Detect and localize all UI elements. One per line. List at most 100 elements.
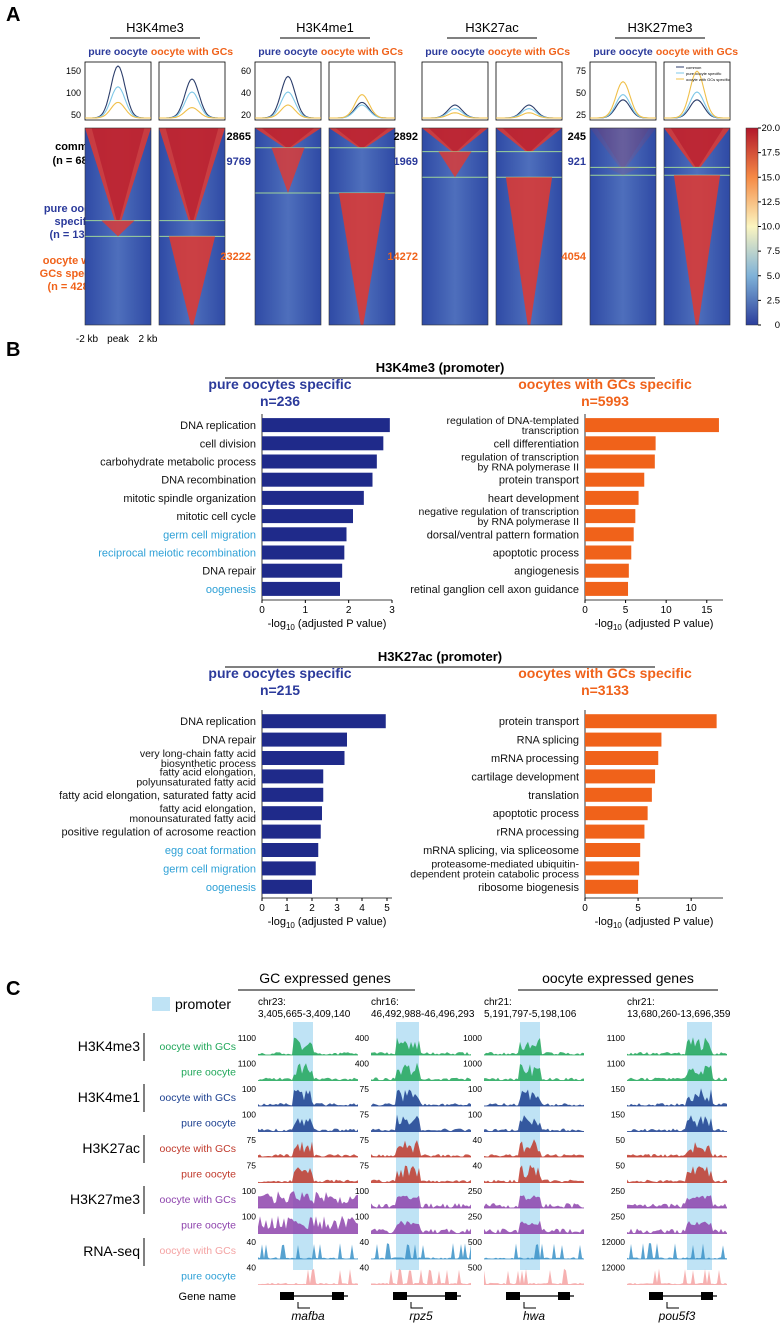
track-scale: 40 (473, 1135, 483, 1145)
track-scale: 75 (360, 1084, 370, 1094)
locus-range: 3,405,665-3,409,140 (258, 1009, 351, 1020)
panel-n: n=215 (260, 682, 300, 698)
heatmap-pure (606, 167, 640, 176)
track-signal (371, 1114, 471, 1132)
bar (262, 490, 364, 505)
track-scale: 250 (468, 1212, 482, 1222)
count-gcs: 4054 (562, 251, 587, 263)
track-signal (627, 1065, 727, 1081)
legend-text: common (686, 65, 701, 70)
track-signal (258, 1243, 358, 1259)
profile-frame (84, 61, 152, 121)
profile-frame (328, 61, 396, 121)
x-label-post: (adjusted P value) (622, 916, 714, 928)
track-signal (484, 1064, 584, 1081)
x-label-post: (adjusted P value) (295, 916, 387, 928)
heatmap-core (261, 128, 315, 148)
track-signal (371, 1140, 471, 1157)
panel-a-letter: A (6, 4, 20, 26)
heatmap-frame (84, 127, 152, 326)
count-common: 2892 (394, 131, 418, 143)
bar (262, 732, 347, 747)
x-tick-label: 5 (384, 903, 390, 914)
track-signal (371, 1165, 471, 1183)
locus-range: 13,680,260-13,696,359 (627, 1009, 731, 1020)
track-signal (258, 1118, 358, 1132)
profile-tick: 100 (66, 88, 81, 98)
category-label: transcription (522, 425, 579, 437)
heatmap-frame (495, 127, 563, 326)
bar (585, 751, 659, 765)
gene-exon (445, 1292, 457, 1300)
heatmap-pure (271, 147, 305, 194)
category-label: proteasome-mediated ubiquitin- (431, 858, 579, 870)
profile-line (422, 112, 488, 119)
group1-title: GC expressed genes (259, 970, 391, 986)
track-signal (627, 1195, 727, 1208)
category-label: fatty acid elongation, (160, 766, 256, 778)
category-label: dependent protein catabolic process (410, 868, 579, 880)
panel-header: oocytes with GCs specific (518, 376, 692, 392)
x-tick-label: 10 (661, 605, 673, 616)
heatmap-core (428, 128, 482, 152)
track-scale: 100 (355, 1186, 369, 1196)
track-signal (371, 1089, 471, 1106)
row-label: oocyte with GCs (160, 1092, 236, 1104)
panel-b-letter: B (6, 339, 20, 361)
x-tick-label: 15 (701, 605, 713, 616)
colorbar-label: 20.0 (762, 123, 781, 134)
gene-name: rpz5 (409, 1309, 433, 1323)
colorbar-label: 15.0 (762, 172, 781, 183)
category-label: biosynthetic process (161, 758, 256, 770)
category-label: very long-chain fatty acid (140, 748, 256, 760)
mark-label: RNA-seq (83, 1243, 140, 1259)
track-signal (258, 1215, 358, 1234)
x-tick-label: 2 (346, 605, 352, 616)
track-signal (371, 1195, 471, 1208)
row-label: pure oocyte (181, 1271, 236, 1283)
bar (585, 436, 656, 451)
track-scale: 500 (468, 1237, 482, 1247)
x-label-pre: -log (268, 618, 286, 630)
x-tick-label: 10 (686, 903, 698, 914)
category-label: cell division (200, 438, 256, 450)
heatmap-frame (158, 127, 226, 326)
row-label: oocyte with GCs (160, 1143, 236, 1155)
x-tick-label: 0 (582, 605, 588, 616)
track-scale: 250 (611, 1186, 625, 1196)
x-tick-label: 0 (259, 903, 265, 914)
track-scale: 1100 (607, 1033, 626, 1043)
x-label-pre: -log (268, 916, 286, 928)
x-axis-label: -log10 (adjusted P value) (268, 916, 387, 930)
profile-line (590, 80, 656, 119)
profile-tick: 20 (241, 110, 251, 120)
locus-chr: chr16: (371, 997, 399, 1008)
bar (585, 454, 655, 469)
category-label: mitotic spindle organization (123, 493, 256, 505)
panel-b: H3K4me3 (promoter)pure oocytes specificn… (59, 360, 723, 930)
category-label: apoptotic process (493, 548, 580, 560)
track-scale: 1100 (238, 1059, 257, 1069)
x-tick-label: 0 (582, 903, 588, 914)
track-scale: 40 (247, 1237, 257, 1247)
track-signal (484, 1220, 584, 1234)
x-tick-label: 1 (303, 605, 309, 616)
heatmap-gcs (338, 193, 386, 325)
category-label: mitotic cell cycle (177, 511, 256, 523)
bar (262, 454, 377, 469)
mark-title: H3K27me3 (627, 20, 692, 35)
bar (585, 472, 645, 487)
bar (262, 509, 353, 524)
heatmap-common (590, 128, 656, 168)
heatmap-core (670, 128, 724, 168)
bar (585, 787, 652, 802)
row-label: pure oocyte (181, 1118, 236, 1130)
track-scale: 1100 (238, 1033, 257, 1043)
category-label: angiogenesis (514, 566, 579, 578)
track-scale: 40 (247, 1263, 257, 1273)
colorbar (745, 127, 759, 326)
track-signal (258, 1191, 358, 1208)
row-label: oocyte with GCs (160, 1245, 236, 1257)
category-label: regulation of transcription (461, 452, 579, 464)
heatmap-gcs (168, 236, 216, 325)
